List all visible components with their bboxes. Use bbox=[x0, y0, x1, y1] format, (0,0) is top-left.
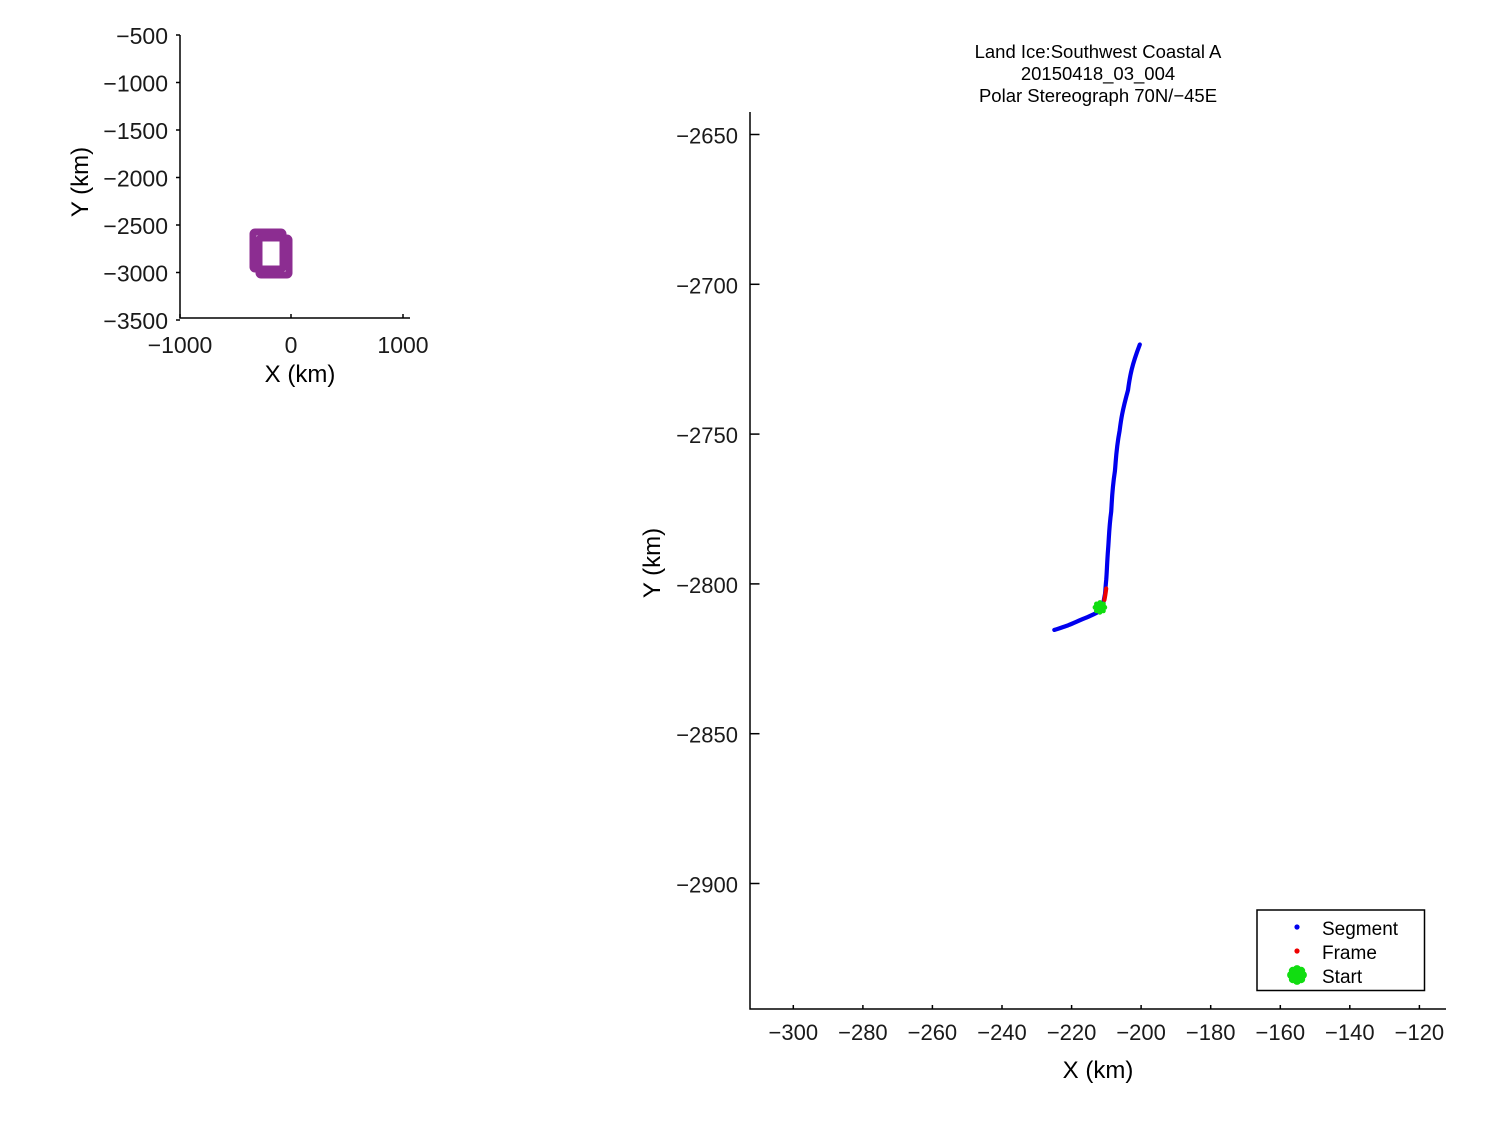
svg-text:X (km): X (km) bbox=[265, 361, 336, 388]
svg-text:Segment: Segment bbox=[1322, 919, 1399, 940]
svg-text:−2650: −2650 bbox=[676, 124, 738, 149]
svg-text:Land Ice:Southwest Coastal A: Land Ice:Southwest Coastal A bbox=[975, 41, 1222, 62]
svg-text:−220: −220 bbox=[1047, 1020, 1097, 1045]
svg-text:−200: −200 bbox=[1116, 1020, 1166, 1045]
svg-text:−2800: −2800 bbox=[676, 573, 738, 598]
svg-text:Frame: Frame bbox=[1322, 943, 1377, 964]
svg-text:Y (km): Y (km) bbox=[67, 147, 94, 217]
svg-text:−500: −500 bbox=[116, 23, 168, 49]
svg-text:−2900: −2900 bbox=[676, 873, 738, 898]
svg-text:−3500: −3500 bbox=[103, 308, 168, 334]
svg-text:−2750: −2750 bbox=[676, 423, 738, 448]
svg-text:Start: Start bbox=[1322, 967, 1363, 988]
svg-text:20150418_03_004: 20150418_03_004 bbox=[1021, 63, 1175, 85]
svg-text:−280: −280 bbox=[838, 1020, 888, 1045]
svg-text:Polar Stereograph 70N/−45E: Polar Stereograph 70N/−45E bbox=[979, 85, 1217, 106]
svg-text:−2700: −2700 bbox=[676, 273, 738, 298]
svg-text:Y (km): Y (km) bbox=[639, 528, 666, 598]
svg-text:−140: −140 bbox=[1325, 1020, 1375, 1045]
svg-text:−1500: −1500 bbox=[103, 118, 168, 144]
svg-text:−2500: −2500 bbox=[103, 213, 168, 239]
svg-text:−180: −180 bbox=[1186, 1020, 1236, 1045]
svg-text:X (km): X (km) bbox=[1063, 1057, 1134, 1084]
svg-text:−160: −160 bbox=[1256, 1020, 1306, 1045]
svg-text:−1000: −1000 bbox=[103, 71, 168, 97]
svg-text:1000: 1000 bbox=[377, 332, 428, 358]
svg-text:−300: −300 bbox=[769, 1020, 819, 1045]
svg-text:−3000: −3000 bbox=[103, 261, 168, 287]
svg-text:−260: −260 bbox=[908, 1020, 958, 1045]
svg-text:−120: −120 bbox=[1395, 1020, 1445, 1045]
svg-text:−240: −240 bbox=[977, 1020, 1027, 1045]
svg-text:−1000: −1000 bbox=[148, 332, 213, 358]
svg-text:−2000: −2000 bbox=[103, 166, 168, 192]
svg-text:−2850: −2850 bbox=[676, 723, 738, 748]
svg-text:0: 0 bbox=[285, 332, 298, 358]
